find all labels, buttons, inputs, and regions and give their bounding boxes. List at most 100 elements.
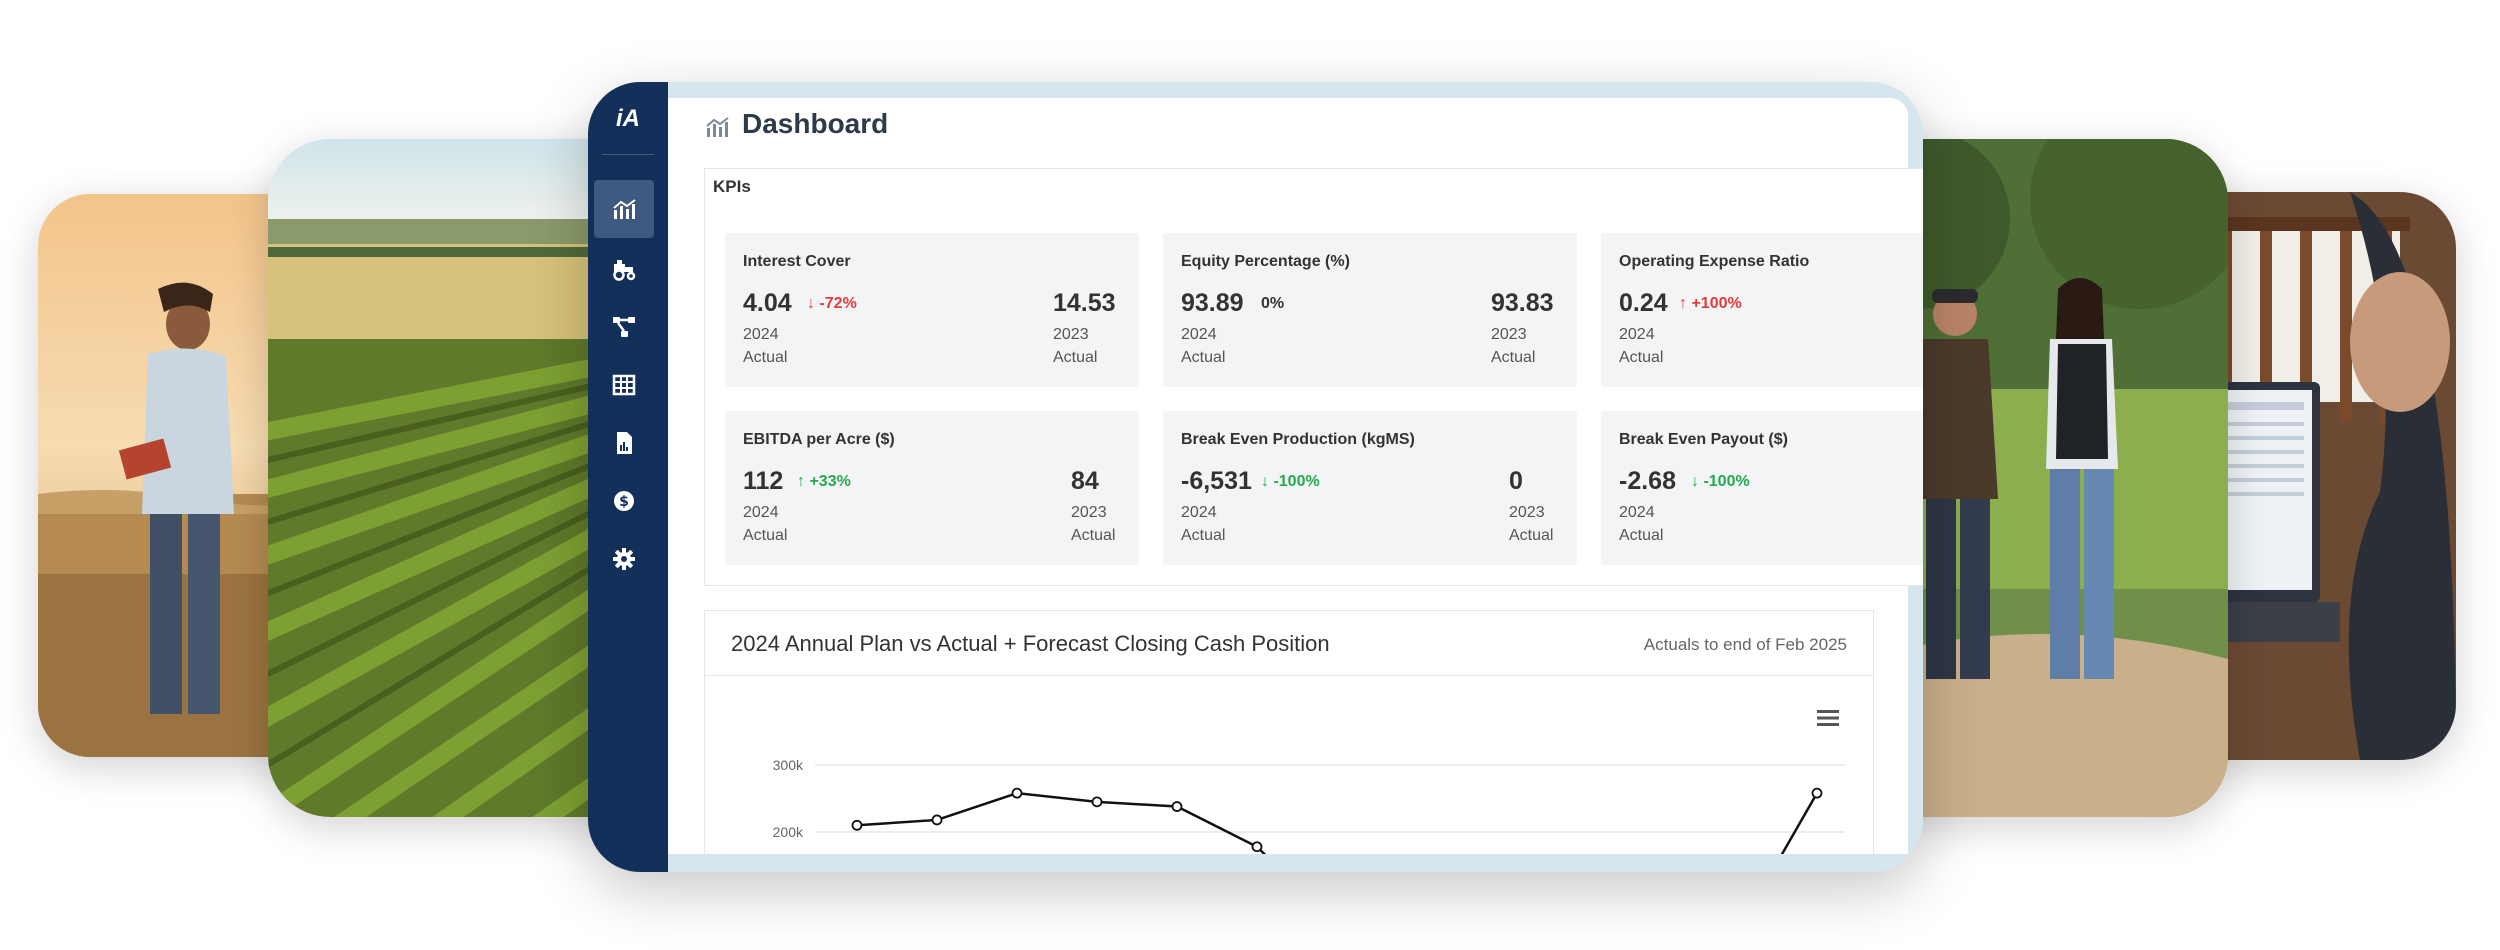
sidebar-item-workflow[interactable] xyxy=(594,298,654,356)
sidebar-item-farm[interactable] xyxy=(594,240,654,298)
kpi-prev-value: 0 xyxy=(1509,467,1523,495)
kpi-prev-type: Actual xyxy=(1491,349,1536,366)
kpi-prev-year: 2023 xyxy=(1509,504,1545,521)
table-icon xyxy=(612,374,636,396)
kpi-prev-period: 2023 Actual xyxy=(1509,501,1553,547)
data-point[interactable] xyxy=(931,814,943,826)
data-point[interactable] xyxy=(1091,796,1103,808)
sidebar: iA $ xyxy=(588,82,668,872)
kpi-change-value: +33% xyxy=(809,473,851,490)
kpi-prev-value: 84 xyxy=(1071,467,1099,495)
kpi-year: 2024 xyxy=(1181,504,1217,521)
kpi-change: ↑ +100% xyxy=(1679,295,1742,313)
kpi-card-interest-cover[interactable]: Interest Cover 4.04 ↓ -72% 2024 Actual 14… xyxy=(725,233,1139,387)
kpi-change: ↓ -100% xyxy=(1261,473,1320,491)
kpi-change-value: 0% xyxy=(1261,295,1285,312)
kpi-name: Break Even Payout ($) xyxy=(1619,431,1788,448)
kpi-prev-year: 2023 xyxy=(1071,504,1107,521)
kpi-period: 2024 Actual xyxy=(1181,323,1225,369)
kpi-type: Actual xyxy=(1619,527,1664,544)
tractor-icon xyxy=(613,260,636,281)
data-point[interactable] xyxy=(1811,787,1823,799)
kpi-value: 93.89 xyxy=(1181,289,1244,317)
kpi-change-value: -72% xyxy=(819,295,857,312)
kpi-prev-period: 2023 Actual xyxy=(1491,323,1535,369)
app-window: iA $ Dashboard KPIs xyxy=(588,82,1923,872)
kpi-prev-type: Actual xyxy=(1071,527,1116,544)
kpi-panel: KPIs Interest Cover 4.04 ↓ -72% 2024 Actu… xyxy=(704,168,1923,586)
kpi-name: Equity Percentage (%) xyxy=(1181,253,1350,270)
kpi-period: 2024 Actual xyxy=(743,323,787,369)
kpi-type: Actual xyxy=(743,349,788,366)
kpi-change-value: -100% xyxy=(1273,473,1320,490)
data-point[interactable] xyxy=(1011,787,1023,799)
kpi-name: Interest Cover xyxy=(743,253,851,270)
kpi-type: Actual xyxy=(1181,349,1226,366)
kpi-name: Break Even Production (kgMS) xyxy=(1181,431,1415,448)
data-point[interactable] xyxy=(851,819,863,831)
arrow-up-icon: ↑ xyxy=(797,473,805,490)
sidebar-item-settings[interactable] xyxy=(594,530,654,588)
arrow-down-icon: ↓ xyxy=(1261,473,1269,490)
kpi-name: EBITDA per Acre ($) xyxy=(743,431,895,448)
chart-icon xyxy=(613,199,636,219)
kpi-card-ebitda-per-acre[interactable]: EBITDA per Acre ($) 112 ↑ +33% 2024 Actua… xyxy=(725,411,1139,565)
kpi-prev-period: 2023 Actual xyxy=(1053,323,1097,369)
kpi-year: 2024 xyxy=(743,326,779,343)
kpi-card-break-even-payout[interactable]: Break Even Payout ($) -2.68 ↓ -100% 2024… xyxy=(1601,411,1923,565)
app-logo[interactable]: iA xyxy=(616,105,640,132)
arrow-down-icon: ↓ xyxy=(807,295,815,312)
kpi-change: ↓ -72% xyxy=(807,295,857,313)
chart-note: Actuals to end of Feb 2025 xyxy=(1643,635,1847,654)
kpi-period: 2024 Actual xyxy=(1619,501,1663,547)
data-point[interactable] xyxy=(1171,801,1183,812)
kpi-value: -6,531 xyxy=(1181,467,1252,495)
kpi-period: 2024 Actual xyxy=(1181,501,1225,547)
sidebar-item-dashboard[interactable] xyxy=(594,180,654,238)
kpi-change-value: -100% xyxy=(1703,473,1750,490)
main-content: Dashboard KPIs Interest Cover 4.04 ↓ -72… xyxy=(668,98,1923,872)
kpi-card-break-even-production[interactable]: Break Even Production (kgMS) -6,531 ↓ -1… xyxy=(1163,411,1577,565)
kpi-prev-type: Actual xyxy=(1509,527,1554,544)
page-header: Dashboard xyxy=(668,98,1908,158)
kpi-prev-year: 2023 xyxy=(1053,326,1089,343)
sidebar-divider xyxy=(602,154,654,155)
kpi-year: 2024 xyxy=(1181,326,1217,343)
arrow-up-icon: ↑ xyxy=(1679,295,1687,312)
kpi-value: 112 xyxy=(743,467,784,495)
kpi-card-equity-percentage[interactable]: Equity Percentage (%) 93.89 0% 2024 Actua… xyxy=(1163,233,1577,387)
kpi-type: Actual xyxy=(1181,527,1226,544)
kpi-value: 4.04 xyxy=(743,289,792,317)
kpi-year: 2024 xyxy=(1619,326,1655,343)
kpi-prev-type: Actual xyxy=(1053,349,1098,366)
svg-text:$: $ xyxy=(619,494,629,510)
kpi-type: Actual xyxy=(743,527,788,544)
gear-icon xyxy=(613,548,635,570)
y-tick-label: 300k xyxy=(773,757,804,773)
kpi-prev-value: 93.83 xyxy=(1491,289,1554,317)
kpi-change: ↓ -100% xyxy=(1691,473,1750,491)
kpi-value: -2.68 xyxy=(1619,467,1676,495)
kpi-section-title: KPIs xyxy=(713,177,751,196)
chart-header-divider xyxy=(705,675,1873,676)
kpi-period: 2024 Actual xyxy=(1619,323,1663,369)
sidebar-item-finance[interactable]: $ xyxy=(594,472,654,530)
hamburger-menu-icon[interactable] xyxy=(1817,709,1839,727)
kpi-period: 2024 Actual xyxy=(743,501,787,547)
kpi-prev-value: 14.53 xyxy=(1053,289,1116,317)
cash-position-chart-panel: 2024 Annual Plan vs Actual + Forecast Cl… xyxy=(704,610,1874,872)
kpi-prev-period: 2023 Actual xyxy=(1071,501,1115,547)
report-icon xyxy=(617,432,632,454)
arrow-down-icon: ↓ xyxy=(1691,473,1699,490)
frame-bottom-bar xyxy=(668,854,1923,872)
sidebar-item-reports[interactable] xyxy=(594,414,654,472)
dollar-icon: $ xyxy=(614,491,634,511)
line-chart: 300k 200k xyxy=(773,757,1845,872)
data-point[interactable] xyxy=(1251,841,1263,853)
y-tick-label: 200k xyxy=(773,824,804,840)
kpi-card-operating-expense-ratio[interactable]: Operating Expense Ratio 0.24 ↑ +100% 202… xyxy=(1601,233,1923,387)
kpi-year: 2024 xyxy=(743,504,779,521)
sidebar-item-tables[interactable] xyxy=(594,356,654,414)
kpi-prev-year: 2023 xyxy=(1491,326,1527,343)
kpi-change-value: +100% xyxy=(1691,295,1742,312)
